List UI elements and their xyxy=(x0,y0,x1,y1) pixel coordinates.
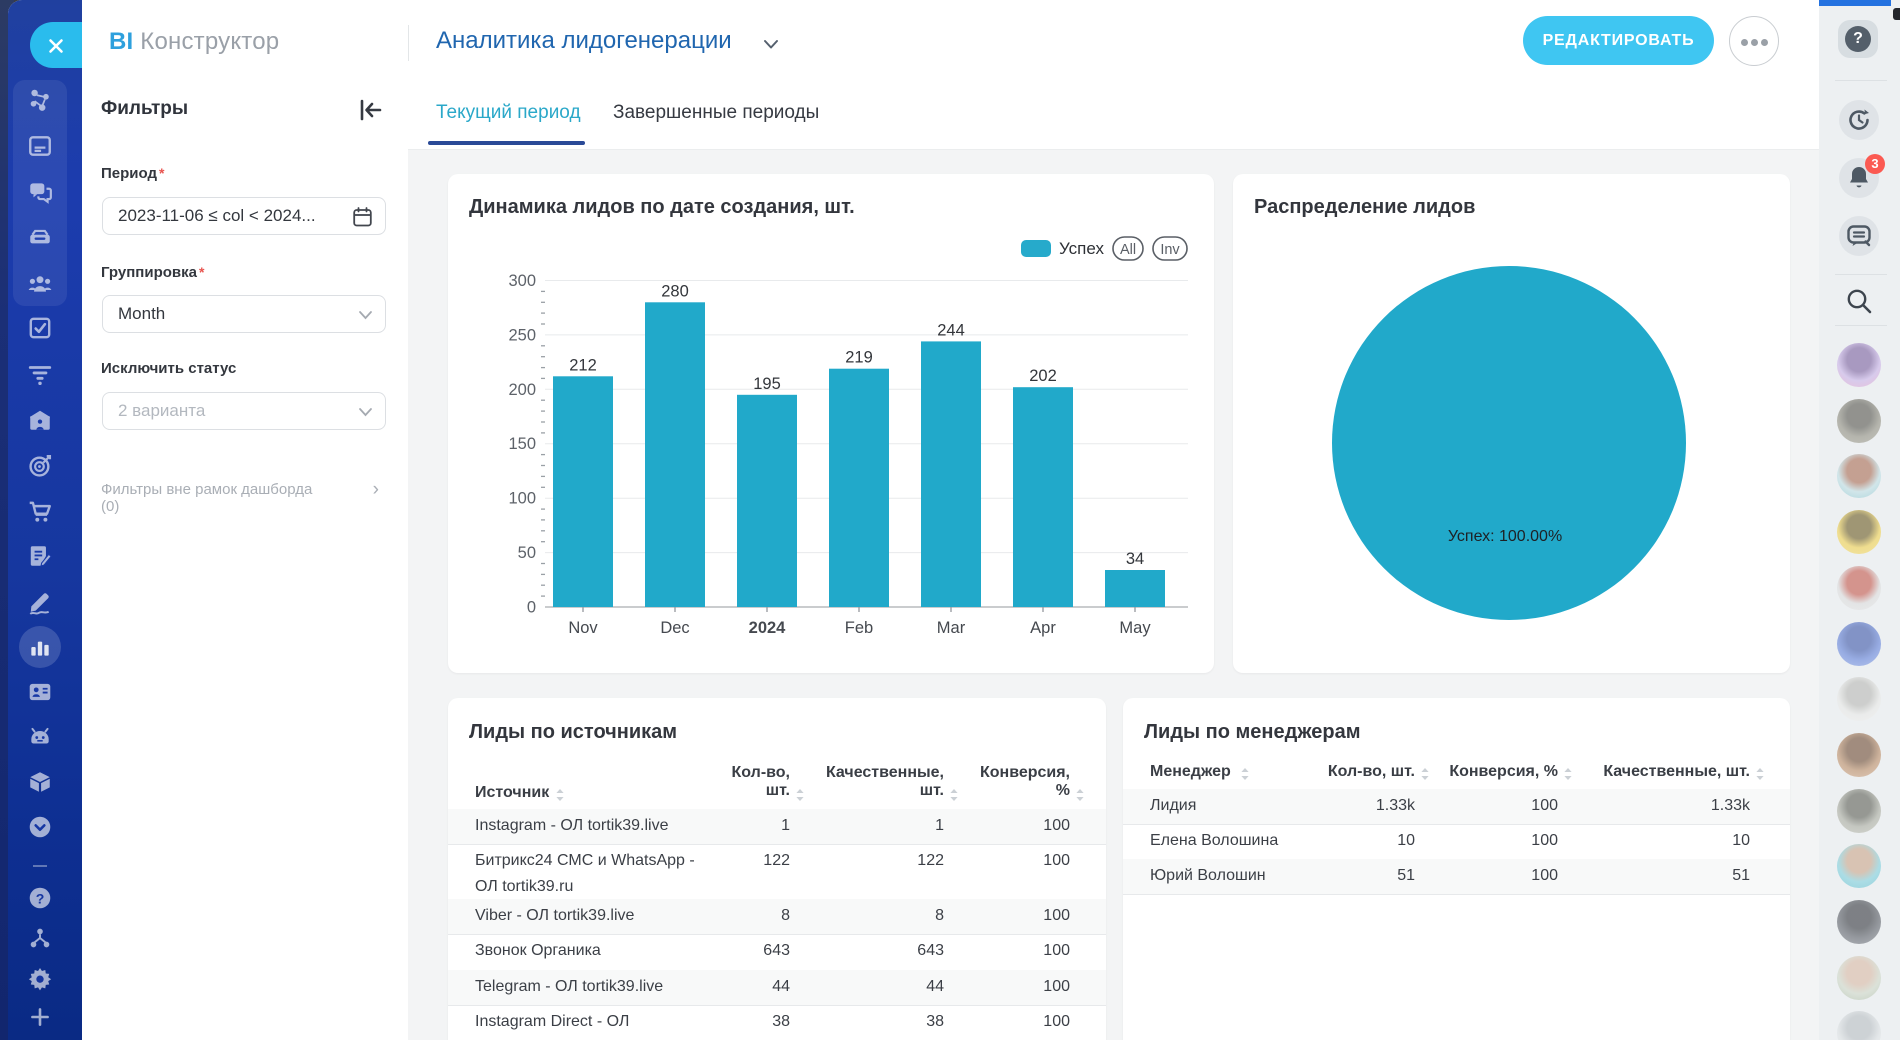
svg-text:244: 244 xyxy=(937,321,965,339)
svg-text:Nov: Nov xyxy=(568,619,598,637)
svg-text:250: 250 xyxy=(508,326,536,344)
svg-text:All: All xyxy=(1120,242,1136,258)
svg-text:212: 212 xyxy=(569,356,597,374)
svg-text:150: 150 xyxy=(508,435,536,453)
svg-text:219: 219 xyxy=(845,349,873,367)
svg-text:100: 100 xyxy=(508,490,536,508)
svg-text:?: ? xyxy=(36,890,45,906)
svg-text:Dec: Dec xyxy=(660,619,689,637)
svg-text:200: 200 xyxy=(508,381,536,399)
svg-text:Успех: Успех xyxy=(1059,239,1104,258)
svg-text:195: 195 xyxy=(753,375,781,393)
svg-text:May: May xyxy=(1119,619,1151,637)
svg-text:300: 300 xyxy=(508,272,536,290)
svg-text:50: 50 xyxy=(518,544,536,562)
svg-text:Inv: Inv xyxy=(1160,242,1180,258)
svg-text:34: 34 xyxy=(1126,550,1144,568)
svg-text:0: 0 xyxy=(527,599,536,617)
svg-text:280: 280 xyxy=(661,282,689,300)
svg-text:Feb: Feb xyxy=(845,619,873,637)
svg-text:Успех: 100.00%: Успех: 100.00% xyxy=(1448,528,1562,545)
svg-text:202: 202 xyxy=(1029,367,1057,385)
svg-text:Mar: Mar xyxy=(937,619,966,637)
svg-text:Apr: Apr xyxy=(1030,619,1056,637)
svg-text:2024: 2024 xyxy=(749,619,787,637)
